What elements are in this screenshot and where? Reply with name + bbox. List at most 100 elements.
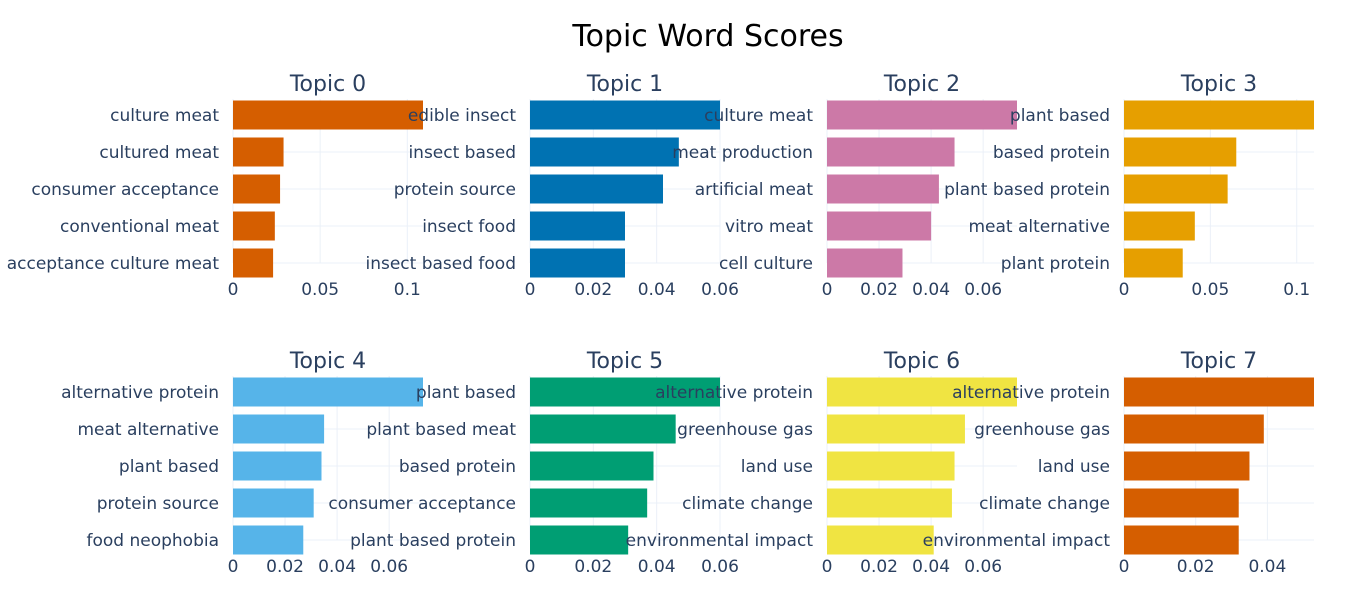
bar-3-1 (1124, 137, 1237, 167)
bar-6-3 (827, 488, 952, 518)
category-label: protein source (394, 180, 516, 200)
bar-2-1 (827, 137, 955, 167)
x-tick-label: 0.02 (860, 557, 898, 577)
category-label: meat production (672, 143, 813, 163)
subplot-title: Topic 1 (586, 72, 663, 97)
topic-panel-6: Topic 6 alternative protein greenhouse gas… (626, 349, 1017, 577)
bar-6-4 (827, 525, 934, 555)
bar-1-4 (530, 248, 625, 278)
subplot-title: Topic 6 (883, 349, 960, 374)
category-label: plant based protein (350, 531, 516, 551)
subplot-title: Topic 5 (586, 349, 663, 374)
category-label: land use (1038, 457, 1110, 477)
category-label: environmental impact (923, 531, 1111, 551)
category-label: cell culture (719, 254, 813, 274)
x-tick-label: 0.1 (1283, 280, 1310, 300)
x-tick-label: 0.02 (860, 280, 898, 300)
bar-0-0 (233, 100, 423, 130)
chart-title: Topic Word Scores (571, 19, 843, 54)
x-tick-label: 0.06 (701, 557, 739, 577)
x-tick-label: 0.02 (574, 280, 612, 300)
bar-3-0 (1124, 100, 1314, 130)
category-label: alternative protein (952, 383, 1110, 403)
bar-5-1 (530, 414, 676, 444)
topic-panel-5: Topic 5 plant based plant based meat based … (328, 349, 739, 577)
subplot-panels: Topic 0 culture meat cultured meat consumer… (7, 72, 1314, 577)
category-label: acceptance culture meat (7, 254, 220, 274)
category-label: consumer acceptance (31, 180, 219, 200)
bar-1-2 (530, 174, 663, 204)
bar-7-1 (1124, 414, 1264, 444)
category-label: protein source (97, 494, 219, 514)
bar-0-3 (233, 211, 275, 241)
subplot-title: Topic 3 (1180, 72, 1257, 97)
subplot-title: Topic 7 (1180, 349, 1257, 374)
category-label: insect based (408, 143, 516, 163)
bar-3-4 (1124, 248, 1183, 278)
x-tick-label: 0.06 (370, 557, 408, 577)
category-label: based protein (993, 143, 1110, 163)
category-label: meat alternative (968, 217, 1110, 237)
topic-panel-2: Topic 2 culture meat meat production artifi… (672, 72, 1017, 300)
subplot-title: Topic 0 (289, 72, 366, 97)
x-tick-label: 0 (822, 280, 833, 300)
category-label: artificial meat (695, 180, 814, 200)
bar-6-2 (827, 451, 955, 481)
x-tick-label: 0.1 (394, 280, 421, 300)
category-label: conventional meat (60, 217, 219, 237)
x-tick-label: 0.02 (574, 557, 612, 577)
bar-0-1 (233, 137, 284, 167)
bar-5-3 (530, 488, 648, 518)
category-label: edible insect (408, 106, 517, 126)
x-tick-label: 0.06 (964, 280, 1002, 300)
x-tick-label: 0.02 (1177, 557, 1215, 577)
bar-5-2 (530, 451, 654, 481)
topic-panel-0: Topic 0 culture meat cultured meat consumer… (7, 72, 423, 300)
bar-2-0 (827, 100, 1017, 130)
x-tick-label: 0 (525, 280, 536, 300)
category-label: alternative protein (61, 383, 219, 403)
x-tick-label: 0.02 (266, 557, 304, 577)
x-tick-label: 0 (822, 557, 833, 577)
bar-7-0 (1124, 377, 1314, 407)
category-label: consumer acceptance (328, 494, 516, 514)
category-label: food neophobia (86, 531, 219, 551)
bar-3-2 (1124, 174, 1228, 204)
category-label: culture meat (704, 106, 813, 126)
category-label: plant based (416, 383, 516, 403)
x-tick-label: 0 (1119, 557, 1130, 577)
category-label: vitro meat (725, 217, 813, 237)
x-tick-label: 0 (228, 280, 239, 300)
category-label: based protein (399, 457, 516, 477)
bar-4-4 (233, 525, 304, 555)
bar-0-2 (233, 174, 281, 204)
category-label: climate change (682, 494, 813, 514)
category-label: plant based meat (366, 420, 516, 440)
category-label: meat alternative (77, 420, 219, 440)
x-tick-label: 0 (525, 557, 536, 577)
category-label: culture meat (110, 106, 219, 126)
topic-panel-7: Topic 7 alternative protein greenhouse gas… (923, 349, 1314, 577)
bar-2-4 (827, 248, 903, 278)
category-label: plant based (1010, 106, 1110, 126)
topic-panel-1: Topic 1 edible insect insect based protein … (365, 72, 738, 300)
topic-panel-4: Topic 4 alternative protein meat alternati… (61, 349, 423, 577)
bar-4-0 (233, 377, 423, 407)
topic-panel-3: Topic 3 plant based based protein plant bas… (944, 72, 1314, 300)
category-label: alternative protein (655, 383, 813, 403)
x-tick-label: 0 (1119, 280, 1130, 300)
x-tick-label: 0.04 (912, 557, 950, 577)
x-tick-label: 0.04 (912, 280, 950, 300)
category-label: cultured meat (99, 143, 219, 163)
x-tick-label: 0.04 (318, 557, 356, 577)
bar-6-0 (827, 377, 1017, 407)
x-tick-label: 0 (228, 557, 239, 577)
x-tick-label: 0.04 (1248, 557, 1286, 577)
x-tick-label: 0.05 (301, 280, 339, 300)
category-label: environmental impact (626, 531, 814, 551)
x-tick-label: 0.04 (638, 280, 676, 300)
bar-5-0 (530, 377, 720, 407)
bar-1-0 (530, 100, 720, 130)
category-label: insect based food (365, 254, 516, 274)
